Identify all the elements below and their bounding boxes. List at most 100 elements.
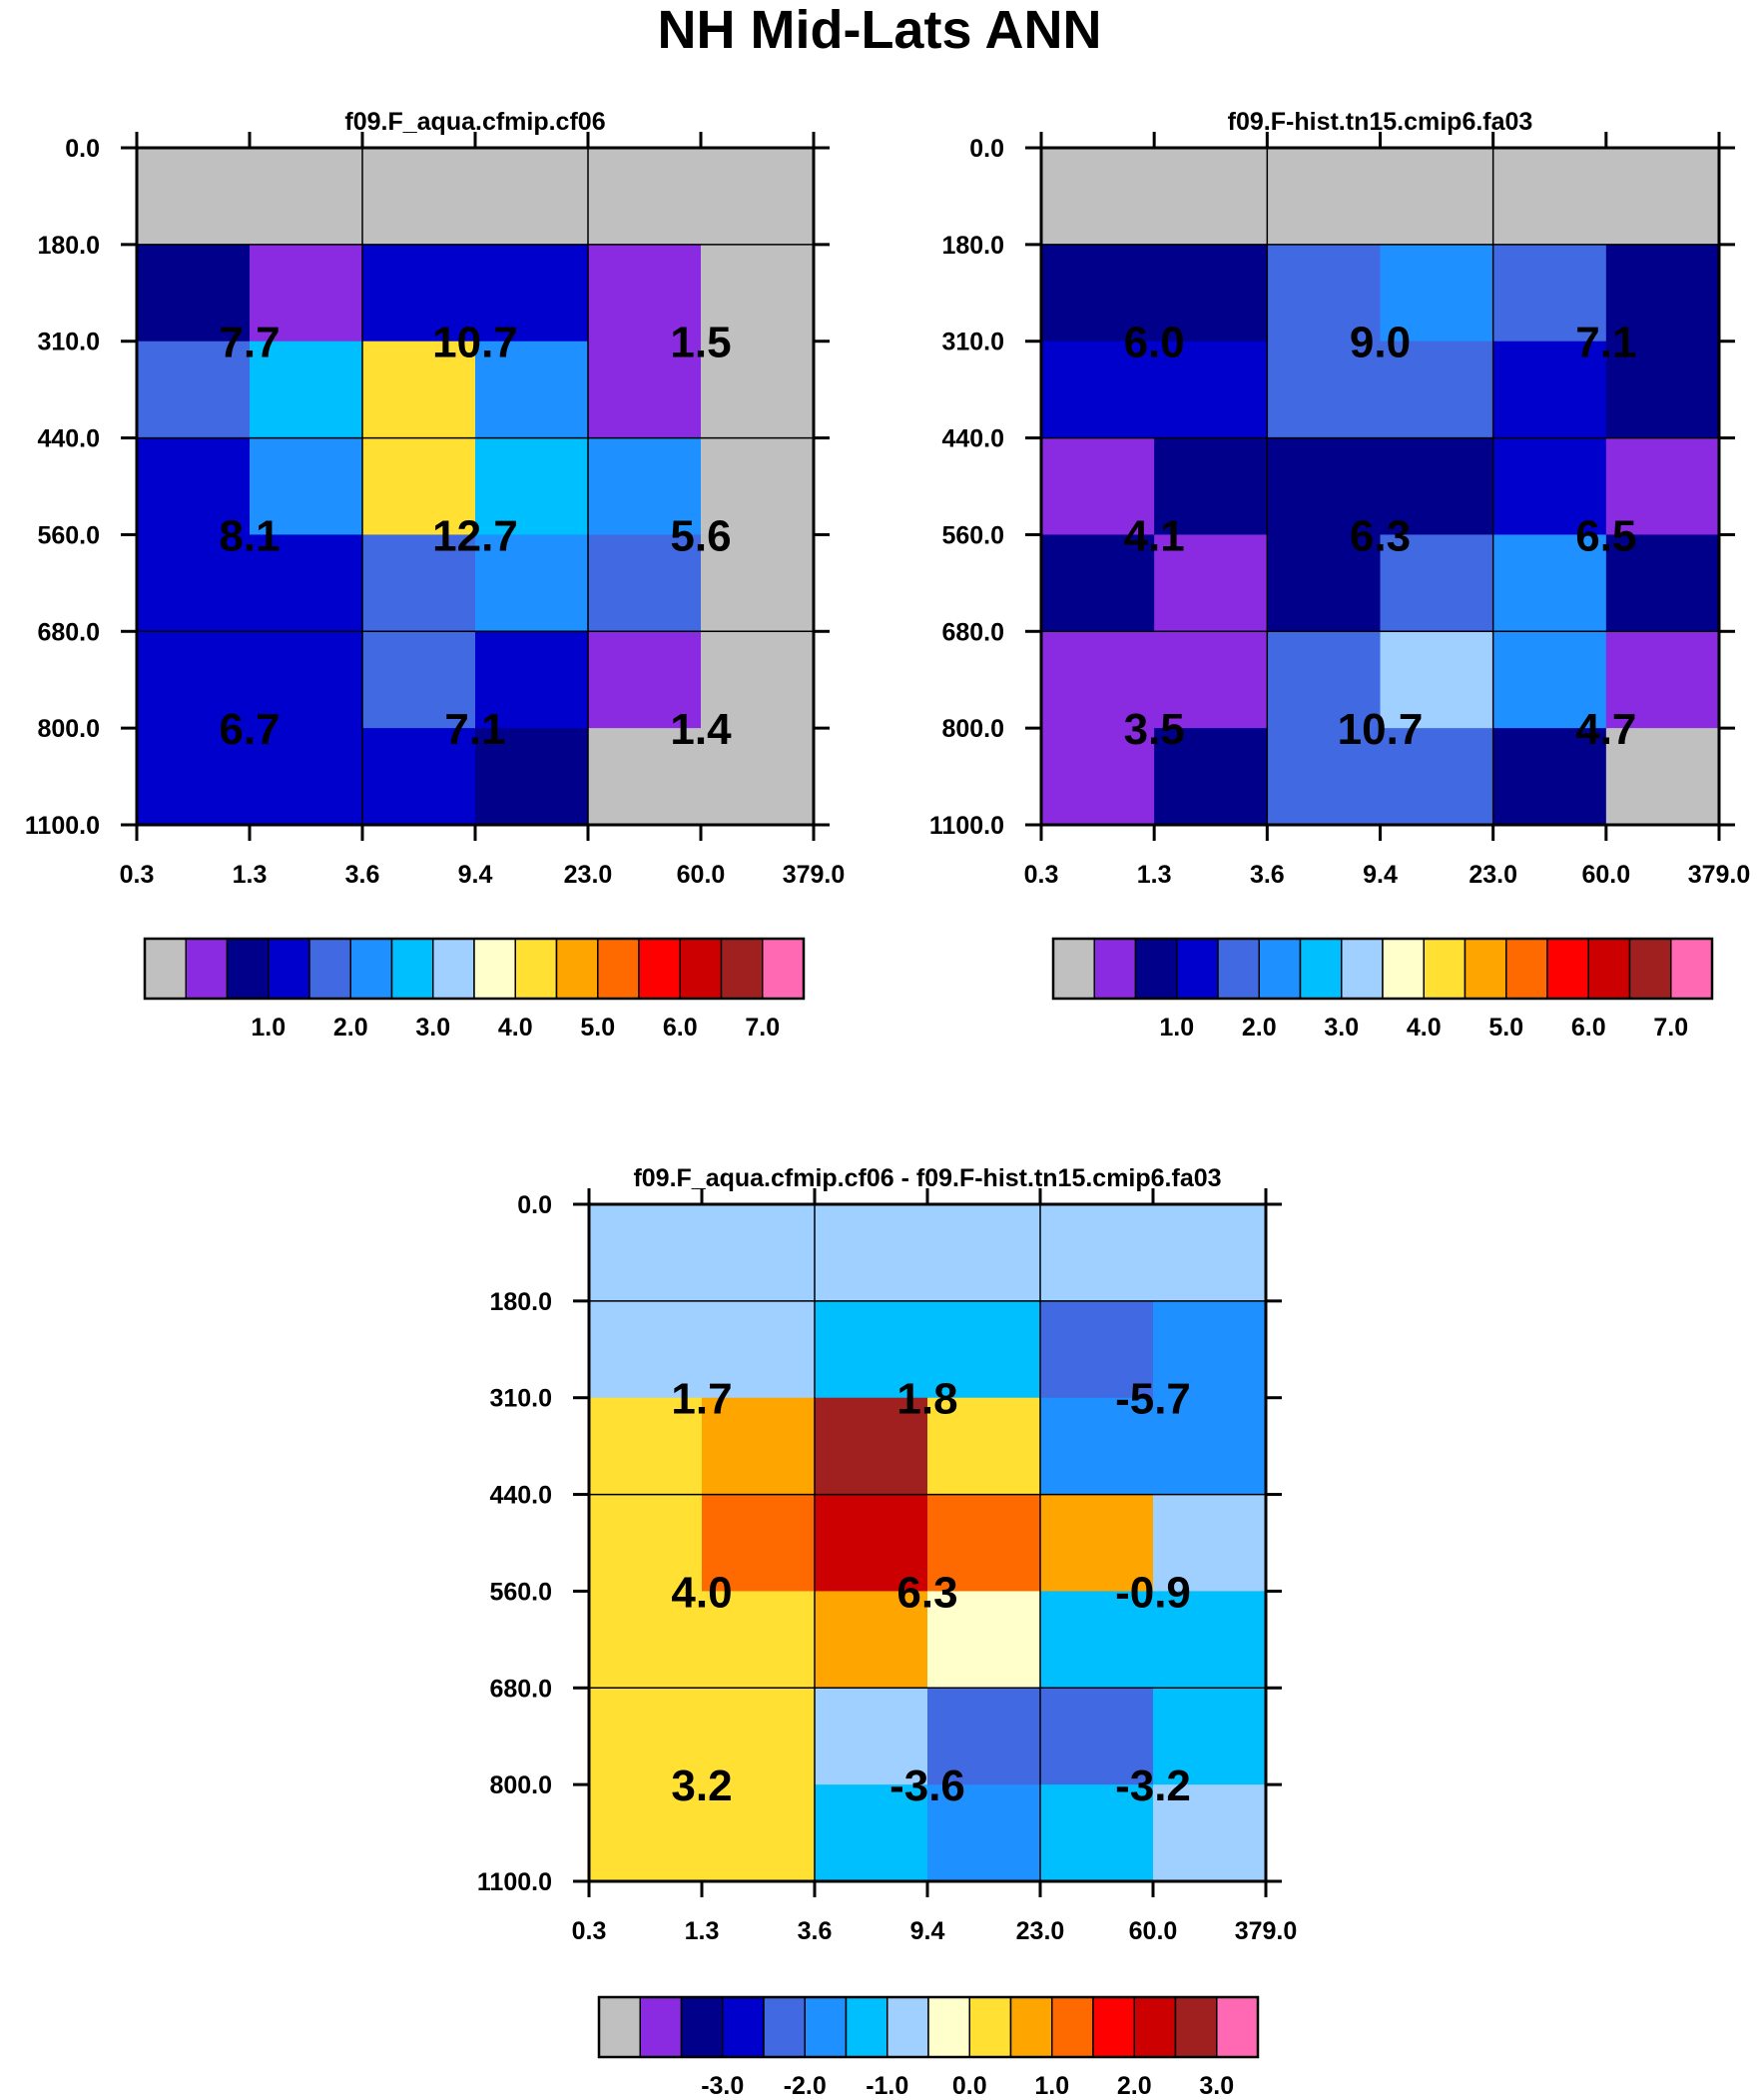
data-label: 1.5 — [670, 319, 731, 367]
colorbar-swatch — [1505, 938, 1548, 1000]
heatmap-cell — [475, 631, 589, 729]
colorbar-swatch — [1423, 938, 1467, 1000]
heatmap-cell — [250, 437, 363, 536]
heatmap-cell — [1605, 631, 1720, 729]
heatmap-cell — [1492, 534, 1607, 632]
data-label: 4.0 — [671, 1568, 732, 1617]
heatmap-cell — [815, 1494, 928, 1593]
colorbar-swatch — [432, 938, 475, 1000]
heatmap-cell — [589, 1688, 703, 1785]
heatmap-cell — [701, 148, 815, 246]
heatmap-cell — [1153, 1397, 1267, 1496]
heatmap-cell — [588, 728, 702, 826]
heatmap-cell — [1153, 1688, 1267, 1785]
y-tick-label: 560.0 — [941, 521, 1004, 549]
y-tick-label: 180.0 — [489, 1288, 552, 1316]
data-label: -3.6 — [889, 1761, 965, 1810]
colorbar-label: 7.0 — [1653, 1014, 1688, 1042]
heatmap-cell — [1267, 728, 1382, 826]
colorbar-frame — [1051, 937, 1714, 1001]
colorbar: 1.0 2.0 3.0 4.0 5.0 6.0 7.0 — [143, 937, 806, 1042]
colorbar-swatch — [886, 1996, 929, 2058]
data-label: 7.1 — [444, 705, 505, 754]
colorbar-label: 5.0 — [1488, 1014, 1523, 1042]
colorbar-swatch — [1546, 938, 1589, 1000]
heatmap-cell — [250, 534, 363, 632]
x-tick-label: 379.0 — [783, 861, 846, 889]
panel-title: f09.F_aqua.cfmip.cf06 — [344, 108, 605, 136]
colorbar-swatch — [1093, 938, 1137, 1000]
data-label: 4.1 — [1124, 511, 1185, 560]
heatmap-cell — [1041, 534, 1155, 632]
heatmap-cell — [702, 1397, 816, 1496]
heatmap-cell — [1154, 728, 1268, 826]
heatmap-cell — [702, 1784, 816, 1882]
y-tick-label: 560.0 — [489, 1578, 552, 1606]
heatmap-cell — [362, 631, 476, 729]
data-label: -3.2 — [1115, 1761, 1191, 1810]
colorbar-swatch — [638, 938, 681, 1000]
x-tick-label: 0.3 — [120, 861, 155, 889]
heatmap-cell — [1492, 148, 1607, 246]
heatmap-cell — [250, 244, 363, 343]
x-tick-label: 3.6 — [345, 861, 380, 889]
colorbar-swatch — [308, 938, 351, 1000]
y-tick-label: 0.0 — [65, 135, 100, 163]
heatmap-cell — [702, 1300, 816, 1399]
heatmap-cell — [475, 437, 589, 536]
heatmap-cell — [588, 244, 702, 343]
heatmap-cell — [1154, 148, 1268, 246]
heatmap-cell — [1154, 244, 1268, 343]
heatmap-cell — [475, 728, 589, 826]
heatmap-cell — [815, 1397, 928, 1496]
x-tick-label: 23.0 — [1016, 1917, 1065, 1945]
colorbar-swatch — [597, 938, 640, 1000]
heatmap-cell — [1040, 1784, 1154, 1882]
data-label: 6.3 — [1350, 511, 1411, 560]
colorbar-label: 5.0 — [580, 1014, 615, 1042]
heatmap-cell — [702, 1204, 816, 1302]
colorbar-swatch — [680, 1996, 724, 2058]
heatmap-cell — [1154, 341, 1268, 439]
data-label: 5.6 — [670, 511, 731, 560]
heatmap-cell — [589, 1204, 703, 1302]
heatmap-cell — [702, 1591, 816, 1689]
heatmap-cell — [701, 437, 815, 536]
colorbar-swatch — [1258, 938, 1302, 1000]
colorbar-swatch — [1382, 938, 1425, 1000]
colorbar-label: -3.0 — [701, 2072, 744, 2100]
heatmap-cell — [1040, 1204, 1154, 1302]
data-label: 6.3 — [896, 1568, 957, 1617]
heatmap-cell — [1154, 437, 1268, 536]
y-tick-label: 440.0 — [941, 425, 1004, 453]
x-tick-label: 23.0 — [1468, 861, 1517, 889]
heatmap-cell — [589, 1300, 703, 1399]
y-tick-label: 1100.0 — [25, 812, 100, 840]
y-tick-label: 1100.0 — [929, 812, 1004, 840]
heatmap-cell — [137, 631, 251, 729]
heatmap-cell — [927, 1688, 1041, 1785]
heatmap-cell — [1380, 534, 1494, 632]
panel-title: f09.F-hist.tn15.cmip6.fa03 — [1228, 108, 1533, 136]
heatmap-cell — [927, 1204, 1041, 1302]
heatmap-cell — [1267, 341, 1382, 439]
colorbar-swatch — [762, 938, 805, 1000]
y-tick-label: 0.0 — [969, 135, 1004, 163]
heatmap-cell — [927, 1300, 1041, 1399]
colorbar-swatch — [473, 938, 516, 1000]
heatmap-cell — [362, 341, 476, 439]
heatmap-cell — [701, 728, 815, 826]
data-label: 7.7 — [219, 319, 280, 367]
heatmap-cell — [702, 1494, 816, 1593]
data-label: 6.5 — [1575, 511, 1636, 560]
heatmap-cell — [588, 148, 702, 246]
colorbar-swatch — [1299, 938, 1343, 1000]
data-label: 4.7 — [1575, 705, 1636, 754]
x-tick-label: 1.3 — [233, 861, 268, 889]
heatmap-cell — [1153, 1591, 1267, 1689]
x-tick-label: 9.4 — [458, 861, 493, 889]
data-label: 6.0 — [1124, 319, 1185, 367]
heatmap-cell — [588, 631, 702, 729]
heatmap-cell — [927, 1397, 1041, 1496]
y-tick-label: 440.0 — [37, 425, 100, 453]
